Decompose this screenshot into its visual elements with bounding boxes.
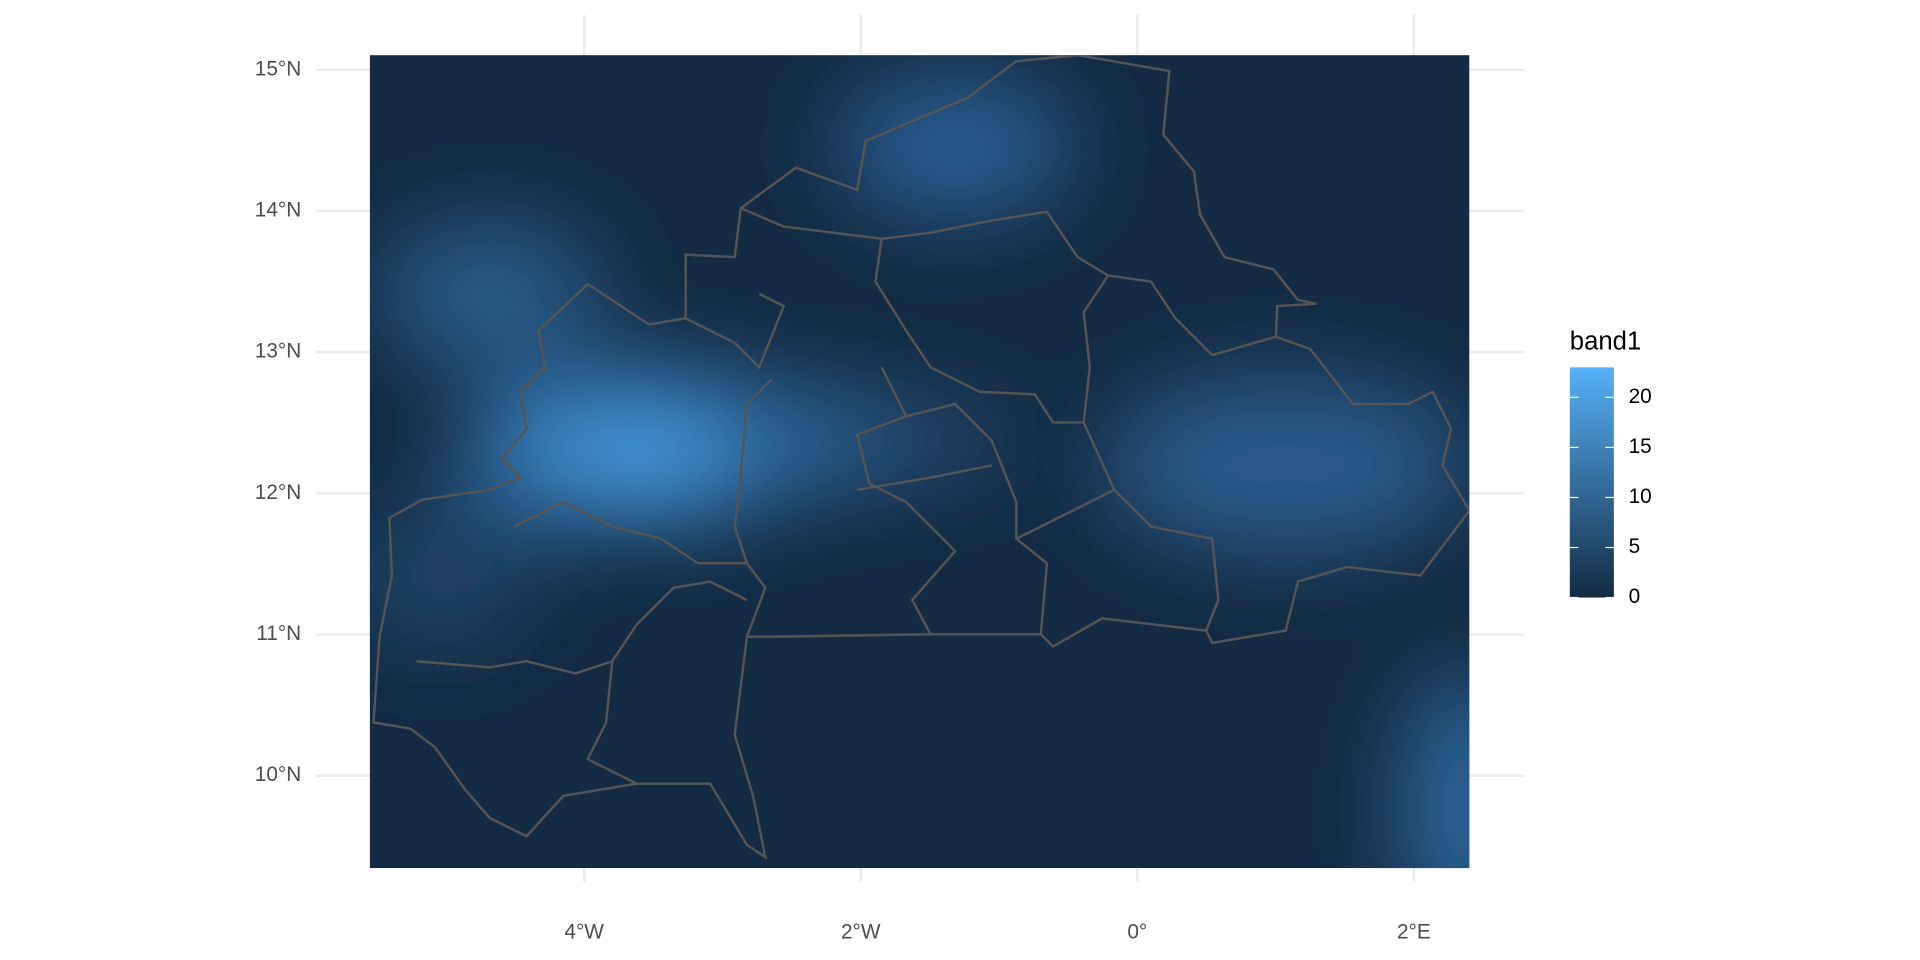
region-border [905, 402, 1049, 635]
y-tick-label: 12°N [255, 481, 301, 504]
region-border [740, 207, 1277, 357]
colorbar-tick-label: 0 [1629, 585, 1641, 608]
raster-blob [1402, 673, 1470, 869]
raster-blob [1102, 379, 1470, 552]
region-border [513, 500, 747, 565]
axes: 4°W 2°W 0° 2°E 10°N 11°N 12°N 13°N 14°N 15°N [255, 57, 1431, 943]
colorbar-tick-label: 20 [1629, 385, 1652, 408]
x-tick-label: 4°W [564, 921, 604, 944]
region-border [874, 238, 1110, 424]
country-border [372, 55, 1470, 860]
boundaries [372, 55, 1470, 860]
raster-blob [379, 226, 600, 362]
colorbar-tick-label: 10 [1629, 485, 1652, 508]
region-border [855, 366, 957, 635]
raster [369, 55, 1470, 869]
x-tick-label: 0° [1127, 921, 1147, 944]
x-tick-label: 2°W [841, 921, 881, 944]
raster-field [369, 79, 1470, 869]
raster-blob [857, 404, 1005, 478]
raster-blob [369, 502, 539, 649]
raster-blob [722, 391, 894, 490]
region-border [856, 421, 1220, 632]
y-tick-label: 13°N [255, 340, 301, 363]
colorbar [1569, 367, 1614, 598]
legend-title: band1 [1570, 328, 1641, 356]
colorbar-tick-label: 15 [1629, 435, 1652, 458]
legend: band1 0 5 10 15 20 [1569, 328, 1652, 608]
y-tick-label: 10°N [255, 763, 301, 786]
x-tick-label: 2°E [1397, 921, 1431, 944]
raster-blob [563, 422, 711, 496]
raster-blob [838, 79, 1072, 215]
colorbar-ticks: 0 5 10 15 20 [1569, 385, 1652, 608]
y-tick-label: 11°N [256, 622, 301, 645]
y-tick-label: 15°N [255, 57, 301, 80]
region-border [586, 661, 638, 785]
colorbar-tick-label: 5 [1629, 535, 1641, 558]
region-border [1015, 488, 1115, 540]
y-tick-label: 14°N [255, 198, 301, 221]
region-border [685, 292, 786, 638]
